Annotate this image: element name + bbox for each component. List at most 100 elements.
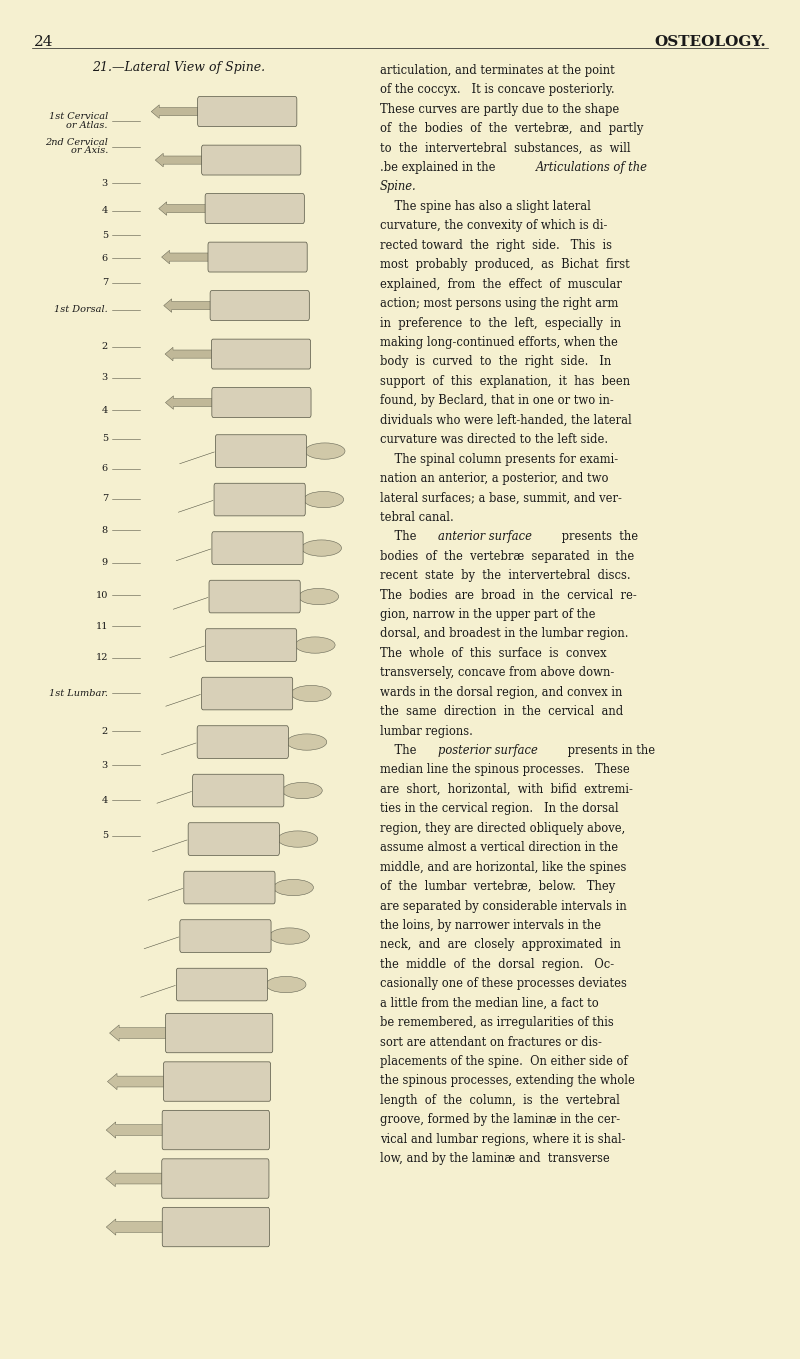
Text: 24: 24 [34, 35, 53, 49]
FancyArrow shape [107, 1074, 165, 1090]
FancyArrow shape [164, 299, 212, 313]
FancyBboxPatch shape [162, 1110, 270, 1150]
FancyBboxPatch shape [202, 677, 293, 709]
Text: in  preference  to  the  left,  especially  in: in preference to the left, especially in [380, 317, 621, 329]
Text: recent  state  by  the  intervertebral  discs.: recent state by the intervertebral discs… [380, 569, 630, 582]
Text: gion, narrow in the upper part of the: gion, narrow in the upper part of the [380, 607, 595, 621]
Text: neck,  and  are  closely  approximated  in: neck, and are closely approximated in [380, 938, 621, 951]
Text: nation an anterior, a posterior, and two: nation an anterior, a posterior, and two [380, 472, 609, 485]
Text: Articulations of the: Articulations of the [536, 162, 648, 174]
Text: presents in the: presents in the [564, 745, 655, 757]
Text: The  whole  of  this  surface  is  convex: The whole of this surface is convex [380, 647, 606, 660]
Text: casionally one of these processes deviates: casionally one of these processes deviat… [380, 977, 627, 991]
Text: 3: 3 [102, 374, 108, 382]
Text: anterior surface: anterior surface [438, 530, 531, 544]
Ellipse shape [302, 540, 342, 556]
Text: These curves are partly due to the shape: These curves are partly due to the shape [380, 103, 619, 116]
Text: groove, formed by the laminæ in the cer-: groove, formed by the laminæ in the cer- [380, 1113, 620, 1127]
Text: low, and by the laminæ and  transverse: low, and by the laminæ and transverse [380, 1152, 610, 1165]
Text: 1st Lumbar.: 1st Lumbar. [49, 689, 108, 697]
FancyArrow shape [151, 105, 199, 118]
Text: ties in the cervical region.   In the dorsal: ties in the cervical region. In the dors… [380, 802, 618, 815]
Text: The spine has also a slight lateral: The spine has also a slight lateral [380, 200, 591, 213]
Text: posterior surface: posterior surface [438, 745, 538, 757]
Text: 1st Cervical
or Atlas.: 1st Cervical or Atlas. [49, 113, 108, 129]
Text: 4: 4 [102, 406, 108, 414]
Text: sort are attendant on fractures or dis-: sort are attendant on fractures or dis- [380, 1036, 602, 1049]
FancyBboxPatch shape [212, 531, 303, 564]
FancyBboxPatch shape [180, 920, 271, 953]
FancyArrow shape [162, 250, 210, 264]
Text: 5: 5 [102, 231, 108, 239]
FancyBboxPatch shape [210, 291, 310, 321]
FancyArrow shape [166, 395, 214, 409]
Text: 11: 11 [95, 622, 108, 631]
Ellipse shape [305, 443, 345, 459]
Text: middle, and are horizontal, like the spines: middle, and are horizontal, like the spi… [380, 860, 626, 874]
Text: body  is  curved  to  the  right  side.   In: body is curved to the right side. In [380, 356, 611, 368]
Text: The: The [380, 530, 420, 544]
Ellipse shape [304, 492, 344, 508]
Text: curvature was directed to the left side.: curvature was directed to the left side. [380, 434, 608, 446]
Text: 5: 5 [102, 435, 108, 443]
Text: articulation, and terminates at the point: articulation, and terminates at the poin… [380, 64, 614, 77]
Ellipse shape [295, 637, 335, 654]
Text: lateral surfaces; a base, summit, and ver-: lateral surfaces; a base, summit, and ve… [380, 492, 622, 504]
FancyBboxPatch shape [198, 96, 297, 126]
Text: explained,  from  the  effect  of  muscular: explained, from the effect of muscular [380, 277, 622, 291]
Text: of  the  bodies  of  the  vertebræ,  and  partly: of the bodies of the vertebræ, and partl… [380, 122, 643, 135]
FancyBboxPatch shape [184, 871, 275, 904]
Text: found, by Beclard, that in one or two in-: found, by Beclard, that in one or two in… [380, 394, 614, 408]
FancyBboxPatch shape [162, 1159, 269, 1199]
Ellipse shape [291, 685, 331, 701]
Text: dividuals who were left-handed, the lateral: dividuals who were left-handed, the late… [380, 413, 632, 427]
Text: 7: 7 [102, 495, 108, 503]
Text: 4: 4 [102, 796, 108, 805]
Text: median line the spinous processes.   These: median line the spinous processes. These [380, 764, 630, 776]
Text: the spinous processes, extending the whole: the spinous processes, extending the who… [380, 1075, 635, 1087]
FancyBboxPatch shape [205, 193, 304, 223]
Text: region, they are directed obliquely above,: region, they are directed obliquely abov… [380, 822, 626, 834]
FancyArrow shape [106, 1170, 163, 1186]
Ellipse shape [266, 976, 306, 992]
FancyArrow shape [106, 1219, 164, 1235]
Text: curvature, the convexity of which is di-: curvature, the convexity of which is di- [380, 219, 607, 232]
Text: 2: 2 [102, 727, 108, 735]
Ellipse shape [286, 734, 326, 750]
FancyArrow shape [106, 1123, 164, 1139]
Text: .be explained in the: .be explained in the [380, 162, 499, 174]
FancyBboxPatch shape [193, 775, 284, 807]
Text: most  probably  produced,  as  Bichat  first: most probably produced, as Bichat first [380, 258, 630, 272]
FancyBboxPatch shape [209, 580, 300, 613]
Ellipse shape [270, 928, 310, 945]
Text: 10: 10 [96, 591, 108, 599]
Text: 8: 8 [102, 526, 108, 534]
FancyArrow shape [165, 348, 213, 361]
FancyBboxPatch shape [211, 340, 310, 370]
Text: support  of  this  explanation,  it  has  been: support of this explanation, it has been [380, 375, 630, 387]
FancyBboxPatch shape [166, 1014, 273, 1053]
FancyArrow shape [155, 154, 203, 167]
Text: 9: 9 [102, 559, 108, 567]
Ellipse shape [282, 783, 322, 799]
Text: 2: 2 [102, 342, 108, 351]
FancyBboxPatch shape [214, 484, 306, 516]
Text: wards in the dorsal region, and convex in: wards in the dorsal region, and convex i… [380, 686, 622, 699]
FancyBboxPatch shape [208, 242, 307, 272]
Text: 4: 4 [102, 207, 108, 215]
FancyBboxPatch shape [212, 387, 311, 417]
Text: to  the  intervertebral  substances,  as  will: to the intervertebral substances, as wil… [380, 141, 630, 155]
Text: 7: 7 [102, 279, 108, 287]
Text: the loins, by narrower intervals in the: the loins, by narrower intervals in the [380, 919, 601, 932]
Text: making long-continued efforts, when the: making long-continued efforts, when the [380, 336, 618, 349]
Text: vical and lumbar regions, where it is shal-: vical and lumbar regions, where it is sh… [380, 1133, 626, 1146]
Text: a little from the median line, a fact to: a little from the median line, a fact to [380, 996, 598, 1010]
FancyBboxPatch shape [197, 726, 288, 758]
Text: 1st Dorsal.: 1st Dorsal. [54, 306, 108, 314]
FancyArrow shape [110, 1025, 167, 1041]
Ellipse shape [278, 830, 318, 847]
Text: 3: 3 [102, 761, 108, 769]
Text: 21.—Lateral View of Spine.: 21.—Lateral View of Spine. [92, 61, 265, 75]
Ellipse shape [298, 588, 338, 605]
Text: bodies  of  the  vertebræ  separated  in  the: bodies of the vertebræ separated in the [380, 550, 634, 563]
